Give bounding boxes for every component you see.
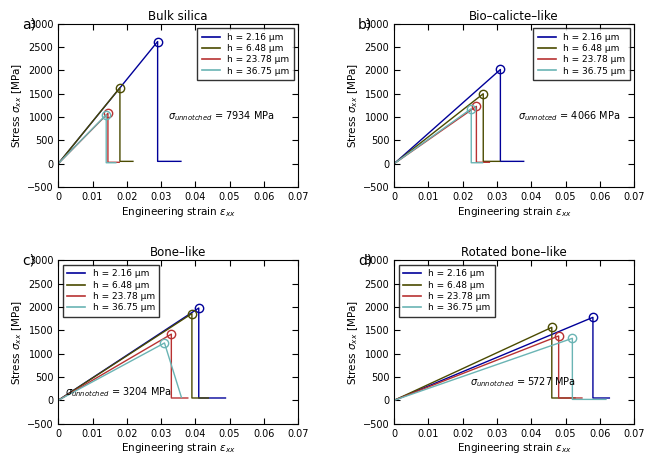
Y-axis label: Stress $\sigma_{xx}$ [MPa]: Stress $\sigma_{xx}$ [MPa] [346, 299, 360, 385]
Legend: h = 2.16 μm, h = 6.48 μm, h = 23.78 μm, h = 36.75 μm: h = 2.16 μm, h = 6.48 μm, h = 23.78 μm, … [533, 28, 630, 80]
Title: Bulk silica: Bulk silica [148, 10, 208, 23]
X-axis label: Engineering strain $\varepsilon_{xx}$: Engineering strain $\varepsilon_{xx}$ [121, 441, 236, 455]
Text: d): d) [358, 254, 373, 268]
Y-axis label: Stress $\sigma_{xx}$ [MPa]: Stress $\sigma_{xx}$ [MPa] [10, 63, 24, 148]
Title: Rotated bone–like: Rotated bone–like [461, 246, 567, 259]
X-axis label: Engineering strain $\varepsilon_{xx}$: Engineering strain $\varepsilon_{xx}$ [121, 205, 236, 218]
Legend: h = 2.16 μm, h = 6.48 μm, h = 23.78 μm, h = 36.75 μm: h = 2.16 μm, h = 6.48 μm, h = 23.78 μm, … [197, 28, 294, 80]
X-axis label: Engineering strain $\varepsilon_{xx}$: Engineering strain $\varepsilon_{xx}$ [457, 205, 571, 218]
Y-axis label: Stress $\sigma_{xx}$ [MPa]: Stress $\sigma_{xx}$ [MPa] [346, 63, 360, 148]
Y-axis label: Stress $\sigma_{xx}$ [MPa]: Stress $\sigma_{xx}$ [MPa] [10, 299, 24, 385]
Text: a): a) [22, 17, 36, 31]
Text: $\sigma_{unnotched}$ = 5727 MPa: $\sigma_{unnotched}$ = 5727 MPa [470, 376, 575, 389]
Text: b): b) [358, 17, 373, 31]
Legend: h = 2.16 μm, h = 6.48 μm, h = 23.78 μm, h = 36.75 μm: h = 2.16 μm, h = 6.48 μm, h = 23.78 μm, … [399, 265, 495, 317]
X-axis label: Engineering strain $\varepsilon_{xx}$: Engineering strain $\varepsilon_{xx}$ [457, 441, 571, 455]
Text: $\sigma_{unnotched}$ = 3204 MPa: $\sigma_{unnotched}$ = 3204 MPa [65, 386, 171, 399]
Legend: h = 2.16 μm, h = 6.48 μm, h = 23.78 μm, h = 36.75 μm: h = 2.16 μm, h = 6.48 μm, h = 23.78 μm, … [63, 265, 159, 317]
Title: Bone–like: Bone–like [150, 246, 206, 259]
Title: Bio–calicte–like: Bio–calicte–like [469, 10, 559, 23]
Text: $\sigma_{unnotched}$ = 7934 MPa: $\sigma_{unnotched}$ = 7934 MPa [168, 109, 274, 123]
Text: c): c) [22, 254, 35, 268]
Text: $\sigma_{unnotced}$ = 4066 MPa: $\sigma_{unnotced}$ = 4066 MPa [518, 109, 620, 123]
